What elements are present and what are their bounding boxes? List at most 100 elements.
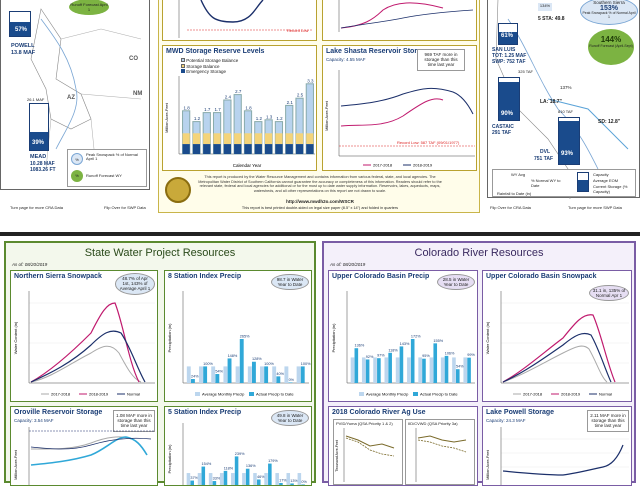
mwd-bar-label: 1.8 (245, 105, 252, 110)
mwd-legend-3: Emergency Storage (186, 69, 227, 75)
swp-panel: State Water Project Resources As of: 08/… (4, 241, 316, 486)
runoff-legend-icon: % (71, 170, 83, 182)
swp-header: State Water Project Resources (84, 247, 236, 259)
crap-actual-bar (365, 359, 370, 383)
top-chart-right (322, 0, 477, 41)
mwd-emergency-bar (223, 144, 231, 154)
crap-avg-bar (373, 357, 377, 383)
san-luis-tot: TOT: 1.25 MAF (492, 53, 527, 59)
crap-avg-bar (418, 357, 422, 383)
swp8-bar-label: 265% (240, 335, 250, 339)
swp8-bar-label: 24% (191, 375, 199, 379)
cra-as-of: As of: 08/20/2019 (330, 262, 366, 267)
cra-snow-legend-2: 2018-2019 (561, 392, 581, 397)
mwd-bar-label: 2.5 (297, 93, 304, 98)
crap-avg-bar (440, 357, 445, 383)
crap-bar-label: 155% (433, 339, 443, 343)
crap-bar-label: 143% (400, 342, 410, 346)
swp-5station-title: 5 Station Index Precip (168, 409, 242, 416)
ag-left-ylabel: Thousand Acre-Feet (335, 440, 339, 472)
legend-capacity: Capacity (593, 172, 609, 177)
oroville-title: Oroville Reservoir Storage (14, 409, 103, 416)
powell-storage-title: Lake Powell Storage (486, 409, 555, 416)
southern-sierra-tag: Southern Sierra 153% Peak Snowpack % of … (580, 0, 638, 25)
left-legend: % Peak Snowpack % of Normal April 1 % Ru… (67, 149, 147, 187)
swp5-avg-bar (275, 473, 279, 485)
swp8-legend-1: Average Monthly Precip (202, 392, 245, 397)
crap-bar-label: 54% (456, 365, 464, 369)
cra-snowpack-card: Upper Colorado Basin Snowpack 31.1 in, 1… (482, 270, 632, 402)
swp5-avg-bar (208, 473, 213, 485)
mwd-bar-label: 2.1 (287, 100, 294, 105)
swp5-avg-bar (286, 473, 291, 485)
cra-snow-legend-3: Normal (599, 392, 612, 397)
crap-bar-label: 95% (422, 354, 430, 358)
crap-avg-bar (407, 357, 411, 383)
disclaimer: This report is produced by the Water Res… (198, 175, 442, 193)
swp8-actual-bar (300, 366, 305, 383)
swp-snowpack-title: Northern Sierra Snowpack (14, 273, 102, 280)
report-url: http://www.mwdh2o.com/WSCR (286, 199, 354, 204)
cra-snowpack-chart: Water Content (in) 2017-2018 2018-2019 N… (485, 291, 629, 397)
cra-precip-card: Upper Colorado Basin Precip 28.5 in Wate… (328, 270, 478, 402)
crap-actual-bar (444, 355, 449, 383)
swp5-actual-bar (256, 479, 261, 485)
crap-actual-bar (377, 358, 381, 383)
crap-bar-label: 106% (445, 351, 455, 355)
right-footer-right: Turn page for more SWP Data (568, 205, 622, 210)
crap-legend-2: Actual Precip to Date (420, 392, 458, 397)
swp5-bar-label: 154% (202, 462, 212, 466)
shasta-card: Lake Shasta Reservoir Storage Capacity: … (322, 45, 477, 171)
colorado-map (30, 8, 142, 170)
oroville-card: Oroville Reservoir Storage Capacity: 3.5… (10, 406, 158, 486)
swp8-bar-label: 54% (215, 370, 223, 374)
swp8-legend-2: Actual Precip to Date (256, 392, 294, 397)
swp5-bar-label: 118% (224, 466, 234, 470)
swp5-avg-bar (253, 473, 257, 485)
swp8-avg-bar (296, 366, 301, 383)
crap-actual-bar (354, 348, 359, 383)
shasta-title: Lake Shasta Reservoir Storage (326, 48, 430, 55)
castaic-cap: 325 TAF (518, 69, 533, 74)
mwd-emergency-bar (192, 144, 201, 154)
mwd-storage-bar (295, 133, 304, 145)
mwd-bar-label: 1.2 (194, 116, 201, 121)
swp8-actual-bar (251, 361, 256, 383)
swp8-bar-label: 128% (252, 357, 262, 361)
swp-snowpack-note: 48.7% of Apr 1st, 143% of Average April … (115, 273, 155, 295)
crap-legend-1: Average Monthly Precip (366, 392, 409, 397)
mwd-bar-label: 1.3 (266, 114, 273, 119)
legend-normal: % Normal WY to Date (531, 178, 561, 188)
crap-actual-bar (433, 343, 438, 383)
powell-storage-capacity: Capacity: 24.3 MAF (486, 418, 526, 423)
dvl-name: DVL (540, 149, 550, 155)
swp8-bar-label: 100% (203, 362, 213, 366)
swp-5station-note: 49.8 in Water Year to Date (271, 410, 309, 427)
swp5-actual-bar (234, 456, 239, 485)
mwd-emergency-bar (213, 144, 221, 154)
swp8-avg-bar (199, 366, 203, 383)
crap-avg-bar (361, 357, 366, 383)
castaic-amount: 291 TAF (492, 130, 512, 136)
castaic-name: CASTAIC (492, 124, 514, 130)
mwd-seal (165, 177, 191, 203)
swp5-avg-bar (219, 473, 224, 485)
powell-storage-ylabel: Million Acre-Feet (485, 449, 490, 480)
shasta-chart: Million Acre-Feet Record Low: 587 TAF (0… (324, 70, 475, 168)
swp8-avg-bar (247, 366, 252, 383)
oroville-note: 1.08 MAF more in storage than this time … (113, 410, 155, 432)
dvl-cap: 810 TAF (558, 109, 573, 114)
swp-5station-card: 5 Station Index Precip 49.8 in Water Yea… (164, 406, 312, 486)
swp5-actual-bar (190, 480, 194, 485)
swp5-avg-bar (264, 473, 268, 485)
runoff-text: Runoff Forecast (April-Sept) (589, 44, 633, 48)
oroville-chart: Million Acre-Feet (13, 427, 155, 485)
mwd-emergency-bar (265, 144, 273, 154)
pct-137: 137% (560, 85, 572, 90)
swp5-avg-bar (297, 473, 302, 485)
san-luis-name: SAN LUIS (492, 47, 516, 53)
swp8-actual-bar (288, 382, 293, 383)
mwd-ylabel: Million Acre-Feet (164, 102, 169, 133)
crap-bar-label: 172% (411, 335, 421, 339)
swp8-bar-label: 0% (289, 378, 295, 382)
